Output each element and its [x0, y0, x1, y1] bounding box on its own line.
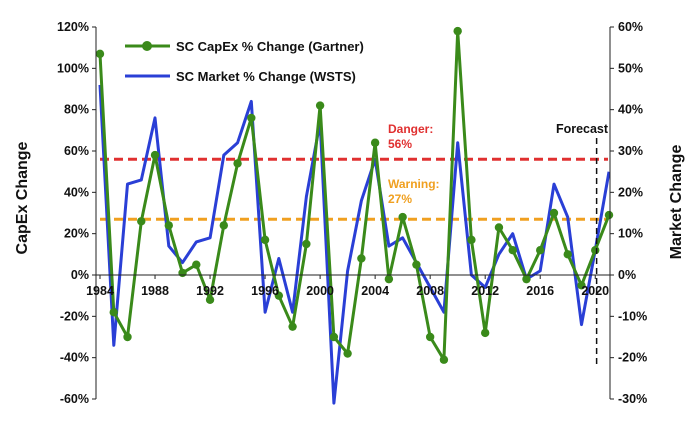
- capex-point: [549, 208, 559, 218]
- x-tick-label: 1996: [251, 284, 279, 298]
- capex-point: [302, 239, 311, 249]
- right-tick-label: 60%: [618, 20, 643, 34]
- left-tick-label: 40%: [64, 185, 89, 199]
- left-tick-label: -20%: [60, 309, 89, 323]
- capex-point: [425, 332, 435, 342]
- capex-point: [494, 223, 504, 232]
- capex-point: [439, 355, 449, 364]
- capex-point: [95, 49, 105, 59]
- capex-point: [164, 221, 173, 230]
- forecast-label: Forecast: [556, 122, 609, 136]
- right-tick-label: 40%: [618, 103, 643, 117]
- left-tick-label: 20%: [64, 227, 89, 241]
- x-tick-label: 1984: [86, 284, 114, 298]
- x-tick-label: 2000: [306, 284, 334, 298]
- left-tick-label: 0%: [71, 268, 89, 282]
- right-axis-title: Market Change: [668, 145, 685, 260]
- capex-point: [192, 260, 201, 269]
- warning-annotation: Warning: 27%: [388, 177, 440, 206]
- left-tick-label: -40%: [60, 351, 89, 365]
- x-tick-label: 1988: [141, 284, 169, 298]
- capex-point: [260, 235, 270, 245]
- right-tick-label: 20%: [618, 185, 643, 199]
- capex-point: [137, 217, 146, 226]
- capex-point: [274, 291, 284, 300]
- legend-label-capex: SC CapEx % Change (Gartner): [176, 39, 364, 54]
- capex-point: [329, 332, 339, 342]
- right-tick-label: 50%: [618, 61, 643, 75]
- capex-point: [205, 295, 215, 304]
- danger-annotation: Danger: 56%: [388, 122, 433, 151]
- series-line-market: [98, 84, 611, 405]
- capex-point: [247, 113, 256, 123]
- right-tick-label: -20%: [618, 351, 647, 365]
- x-tick-label: 2012: [471, 284, 499, 298]
- warning-label: Warning:: [388, 177, 440, 191]
- danger-label: Danger:: [388, 122, 433, 136]
- x-tick-label: 2020: [581, 284, 609, 298]
- left-tick-label: 120%: [57, 20, 89, 34]
- capex-point: [522, 274, 531, 284]
- right-tick-label: -30%: [618, 392, 647, 406]
- legend-label-market: SC Market % Change (WSTS): [176, 69, 356, 84]
- warning-value: 27%: [388, 192, 412, 206]
- left-tick-label: -60%: [60, 392, 89, 406]
- left-tick-label: 60%: [64, 144, 89, 158]
- x-tick-label: 2004: [361, 284, 389, 298]
- capex-point: [398, 212, 407, 222]
- capex-point: [178, 268, 187, 278]
- legend-marker-capex: [142, 41, 152, 51]
- capex-point: [508, 246, 517, 255]
- capex-point: [357, 254, 366, 263]
- capex-point: [123, 332, 132, 342]
- right-tick-label: 0%: [618, 268, 636, 282]
- series-layer: [95, 26, 614, 405]
- capex-point: [563, 250, 572, 259]
- reference-lines-layer: [100, 157, 608, 221]
- x-tick-label: 1992: [196, 284, 224, 298]
- legend-item-market: SC Market % Change (WSTS): [125, 69, 356, 84]
- capex-point: [577, 281, 586, 290]
- capex-point: [384, 274, 394, 284]
- capex-point: [233, 159, 242, 168]
- capex-point: [480, 328, 490, 338]
- right-axis-ticks: -30% -20% -10% 0% 10% 20% 30% 40% 50% 60%: [610, 20, 647, 406]
- plot-frame: [95, 27, 611, 399]
- x-axis-ticks: 1984 1988 1992 1996 2000 2004 2008 2012 2016 2020: [86, 275, 609, 298]
- left-axis-ticks: -60% -40% -20% 0% 20% 40% 60% 80% 100% 120%: [57, 20, 96, 406]
- capex-point: [536, 246, 545, 255]
- legend-item-capex: SC CapEx % Change (Gartner): [125, 39, 364, 54]
- capex-point: [453, 26, 462, 36]
- left-tick-label: 80%: [64, 103, 89, 117]
- capex-point: [150, 150, 160, 160]
- danger-value: 56%: [388, 137, 412, 151]
- left-axis-title: CapEx Change: [14, 141, 31, 254]
- forecast-marker: Forecast: [556, 122, 609, 368]
- capex-point: [219, 221, 229, 230]
- capex-point: [370, 138, 380, 147]
- x-tick-label: 2016: [526, 284, 554, 298]
- capex-point: [315, 101, 325, 110]
- x-tick-label: 2008: [416, 284, 444, 298]
- capex-point: [288, 322, 297, 331]
- right-tick-label: 10%: [618, 227, 643, 241]
- capex-point: [412, 260, 421, 269]
- capex-point: [591, 246, 600, 255]
- right-tick-label: 30%: [618, 144, 643, 158]
- capex-point: [604, 210, 614, 220]
- right-tick-label: -10%: [618, 309, 647, 323]
- capex-point: [343, 349, 352, 358]
- left-tick-label: 100%: [57, 61, 89, 75]
- capex-point: [109, 308, 118, 317]
- legend: SC CapEx % Change (Gartner) SC Market % …: [125, 39, 364, 84]
- capex-point: [467, 235, 476, 245]
